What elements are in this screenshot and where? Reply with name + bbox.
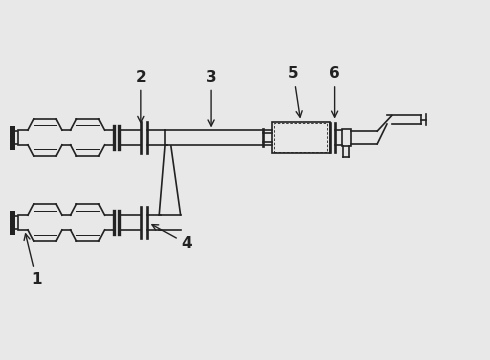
Bar — [342, 129, 351, 146]
Text: 5: 5 — [288, 66, 302, 117]
Text: 1: 1 — [24, 234, 42, 287]
Bar — [12, 216, 18, 229]
Text: 6: 6 — [329, 66, 340, 117]
Bar — [12, 131, 18, 144]
Bar — [271, 122, 330, 153]
Text: 4: 4 — [152, 225, 192, 251]
Text: 2: 2 — [135, 70, 146, 122]
Bar — [274, 123, 327, 152]
Text: 3: 3 — [206, 70, 217, 126]
